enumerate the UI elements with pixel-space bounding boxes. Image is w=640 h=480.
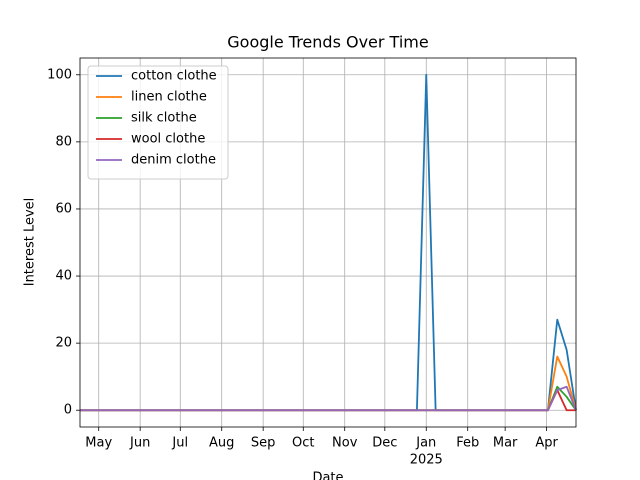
legend: cotton clothe linen clothe silk clothe wool… (87, 65, 229, 180)
x-tick-sublabel: 2025 (410, 453, 443, 468)
series-line (80, 385, 577, 412)
series-line (80, 385, 577, 412)
series-line (80, 355, 577, 412)
x-tick-label: Oct (292, 436, 314, 451)
x-tick-label: Sep (251, 436, 276, 451)
chart-title: Google Trends Over Time (227, 33, 428, 52)
y-tick-label: 0 (64, 403, 72, 418)
x-tick-label: Feb (456, 436, 479, 451)
y-tick-label: 100 (47, 67, 72, 82)
y-tick-label: 40 (55, 269, 72, 284)
legend-label: silk clothe (131, 111, 197, 126)
legend-label: linen clothe (131, 90, 207, 105)
x-tick-label: Aug (209, 436, 234, 451)
legend-label: denim clothe (131, 153, 216, 168)
legend-box (87, 65, 229, 180)
series-line (80, 389, 576, 412)
x-tick-label: Jun (129, 436, 150, 451)
x-tick-label: Jan (415, 436, 436, 451)
legend-label: cotton clothe (131, 69, 217, 84)
y-axis-label: Interest Level (23, 198, 38, 287)
x-axis-label: Date (312, 471, 343, 480)
legend-label: wool clothe (131, 132, 205, 147)
x-tick-label: May (85, 436, 112, 451)
x-tick-label: Mar (493, 436, 518, 451)
y-tick-label: 60 (55, 201, 72, 216)
x-tick-label: Apr (535, 436, 558, 451)
y-tick-label: 80 (55, 134, 72, 149)
x-tick-label: Jul (171, 436, 188, 451)
y-tick-label: 20 (55, 336, 72, 351)
plot-frame (79, 57, 577, 428)
x-tick-label: Dec (372, 436, 397, 451)
x-tick-label: Nov (332, 436, 358, 451)
